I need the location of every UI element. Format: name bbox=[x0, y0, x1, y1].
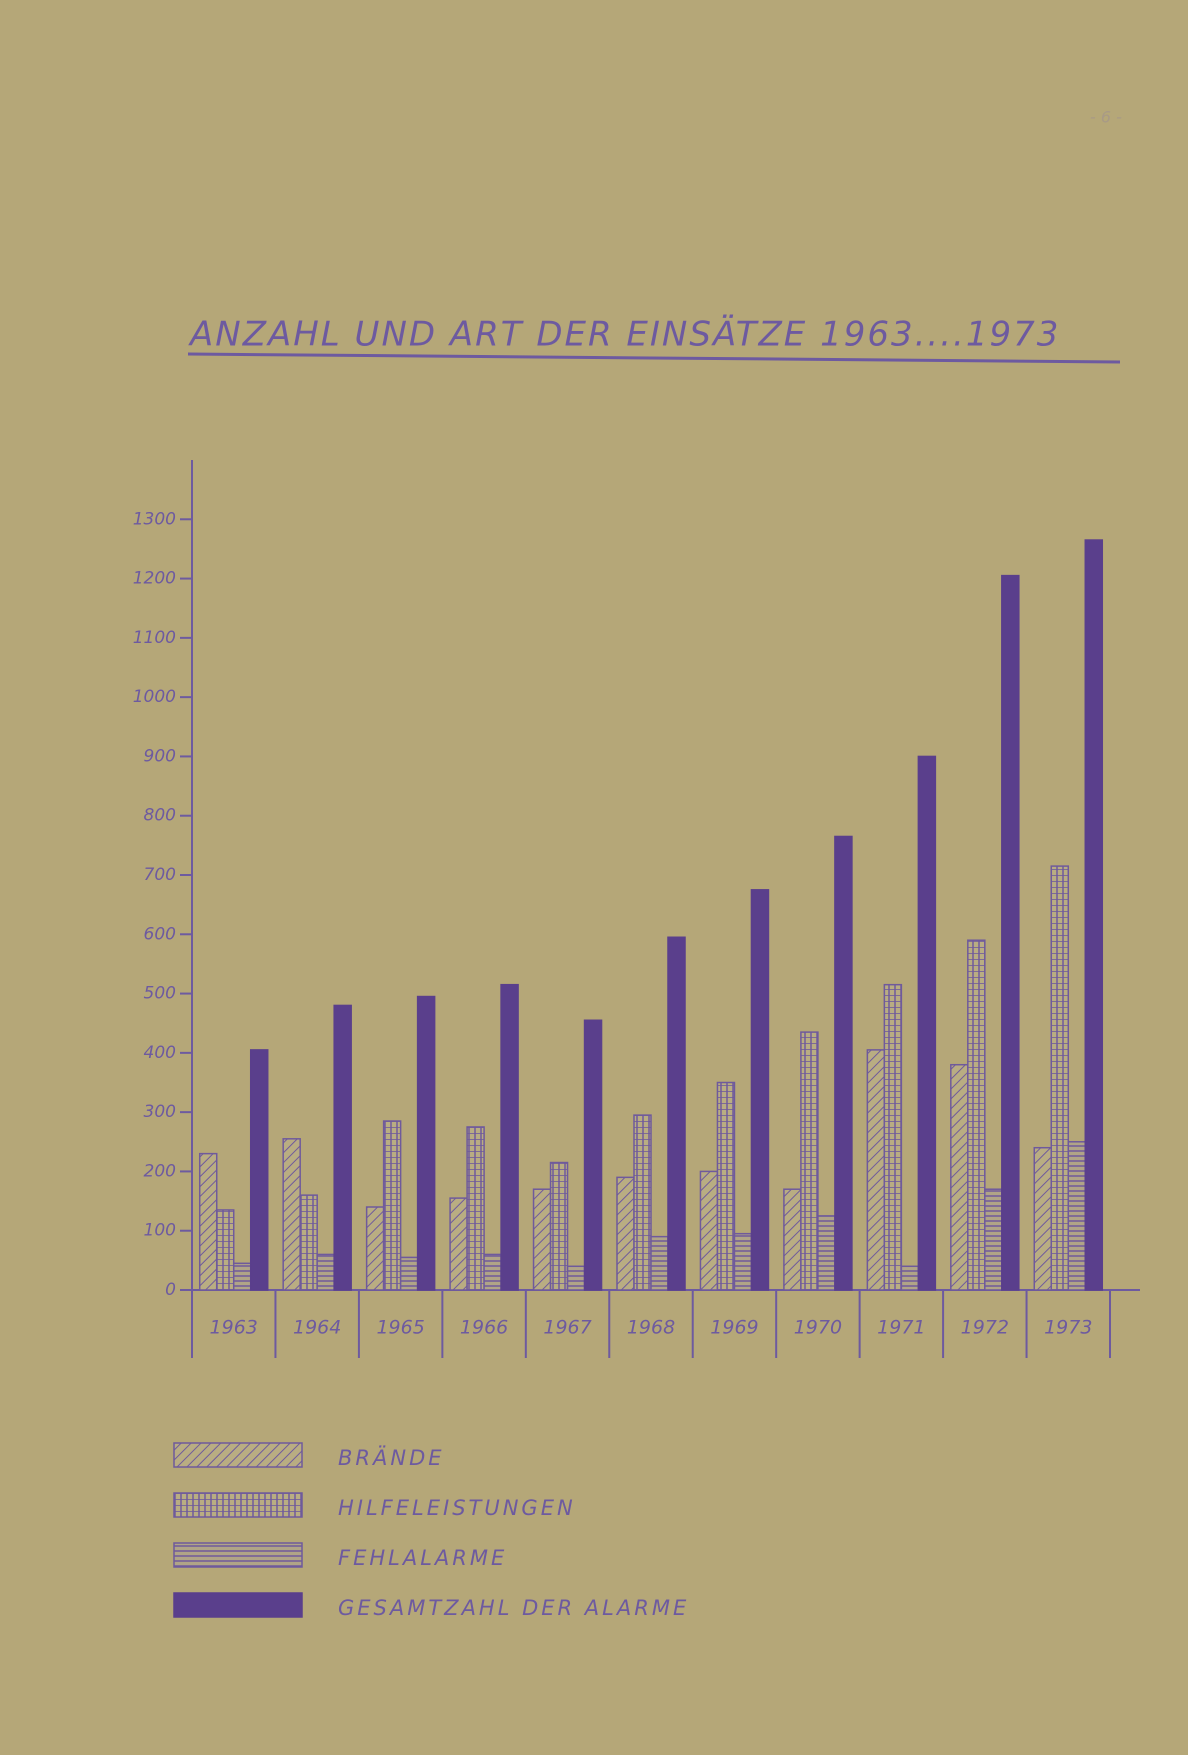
bar bbox=[750, 889, 770, 1291]
legend-label: HILFELEISTUNGEN bbox=[338, 1496, 576, 1520]
bar bbox=[583, 1019, 603, 1291]
y-tick-label: 100 bbox=[144, 1221, 176, 1241]
legend-label: FEHLALARME bbox=[338, 1546, 507, 1570]
y-tick-label: 200 bbox=[144, 1161, 176, 1181]
bar bbox=[650, 1235, 669, 1291]
x-tick-label: 1973 bbox=[1044, 1317, 1092, 1339]
x-tick-label: 1971 bbox=[877, 1317, 925, 1339]
bar bbox=[800, 1031, 819, 1291]
legend-swatch bbox=[173, 1592, 303, 1618]
legend-swatch bbox=[173, 1542, 303, 1568]
bar bbox=[716, 1081, 736, 1291]
bar bbox=[817, 1215, 836, 1291]
bar bbox=[382, 1120, 402, 1291]
bar bbox=[667, 936, 686, 1291]
chart-title: ANZAHL UND ART DER EINSÄTZE 1963....1973 bbox=[188, 315, 1060, 355]
y-tick-label: 1300 bbox=[133, 509, 176, 529]
y-tick-label: 700 bbox=[144, 865, 176, 885]
x-tick-label: 1964 bbox=[293, 1317, 341, 1339]
x-tick-label: 1968 bbox=[627, 1317, 675, 1339]
title-underline bbox=[187, 352, 1121, 364]
bar bbox=[699, 1170, 719, 1291]
x-tick-label: 1972 bbox=[961, 1317, 1009, 1339]
bar bbox=[282, 1138, 301, 1291]
bar bbox=[1067, 1141, 1087, 1291]
bar bbox=[449, 1197, 468, 1291]
bar bbox=[967, 939, 986, 1291]
bar bbox=[333, 1004, 352, 1291]
y-tick-label: 500 bbox=[144, 984, 176, 1004]
bar bbox=[1084, 539, 1104, 1291]
bar bbox=[733, 1232, 753, 1291]
x-tick-label: 1969 bbox=[710, 1317, 758, 1339]
bar bbox=[1050, 865, 1070, 1291]
bar bbox=[866, 1049, 886, 1291]
legend-swatch bbox=[173, 1492, 303, 1518]
y-tick-label: 800 bbox=[144, 806, 176, 826]
y-tick-label: 600 bbox=[144, 924, 176, 944]
y-tick-label: 0 bbox=[165, 1280, 176, 1300]
bar bbox=[917, 755, 937, 1291]
y-tick-label: 400 bbox=[144, 1043, 176, 1063]
bar bbox=[984, 1188, 1003, 1291]
bar bbox=[416, 995, 436, 1291]
bar bbox=[215, 1209, 235, 1291]
x-tick-label: 1965 bbox=[376, 1317, 424, 1339]
bar bbox=[633, 1114, 652, 1291]
x-tick-label: 1970 bbox=[794, 1317, 842, 1339]
legend-swatch bbox=[173, 1442, 303, 1468]
y-tick-label: 1000 bbox=[133, 687, 176, 707]
legend-label: BRÄNDE bbox=[338, 1445, 445, 1470]
bar bbox=[198, 1152, 218, 1291]
bar bbox=[299, 1194, 318, 1291]
x-tick-label: 1966 bbox=[460, 1317, 508, 1339]
bar bbox=[483, 1253, 502, 1291]
bar bbox=[616, 1176, 635, 1291]
bar bbox=[1001, 574, 1020, 1291]
bar bbox=[532, 1188, 552, 1291]
x-tick-label: 1963 bbox=[210, 1317, 258, 1339]
bar bbox=[466, 1126, 485, 1291]
bar bbox=[549, 1161, 569, 1291]
bar bbox=[900, 1265, 920, 1291]
bar bbox=[883, 983, 903, 1291]
bar bbox=[950, 1063, 969, 1291]
legend-label: GESAMTZAHL DER ALARME bbox=[338, 1596, 689, 1620]
bar bbox=[566, 1265, 586, 1291]
bar bbox=[249, 1049, 269, 1291]
bar bbox=[399, 1256, 419, 1291]
y-tick-label: 300 bbox=[144, 1102, 176, 1122]
bar bbox=[500, 983, 519, 1291]
y-tick-label: 1100 bbox=[133, 628, 176, 648]
x-tick-label: 1967 bbox=[543, 1317, 591, 1339]
bar bbox=[834, 835, 853, 1291]
bar bbox=[232, 1262, 252, 1291]
y-tick-label: 1200 bbox=[133, 569, 176, 589]
bar bbox=[783, 1188, 802, 1291]
y-tick-label: 900 bbox=[144, 746, 176, 766]
bar bbox=[1033, 1146, 1053, 1291]
page-number: - 6 - bbox=[1090, 108, 1122, 127]
bar bbox=[365, 1206, 385, 1291]
bar bbox=[316, 1253, 335, 1291]
